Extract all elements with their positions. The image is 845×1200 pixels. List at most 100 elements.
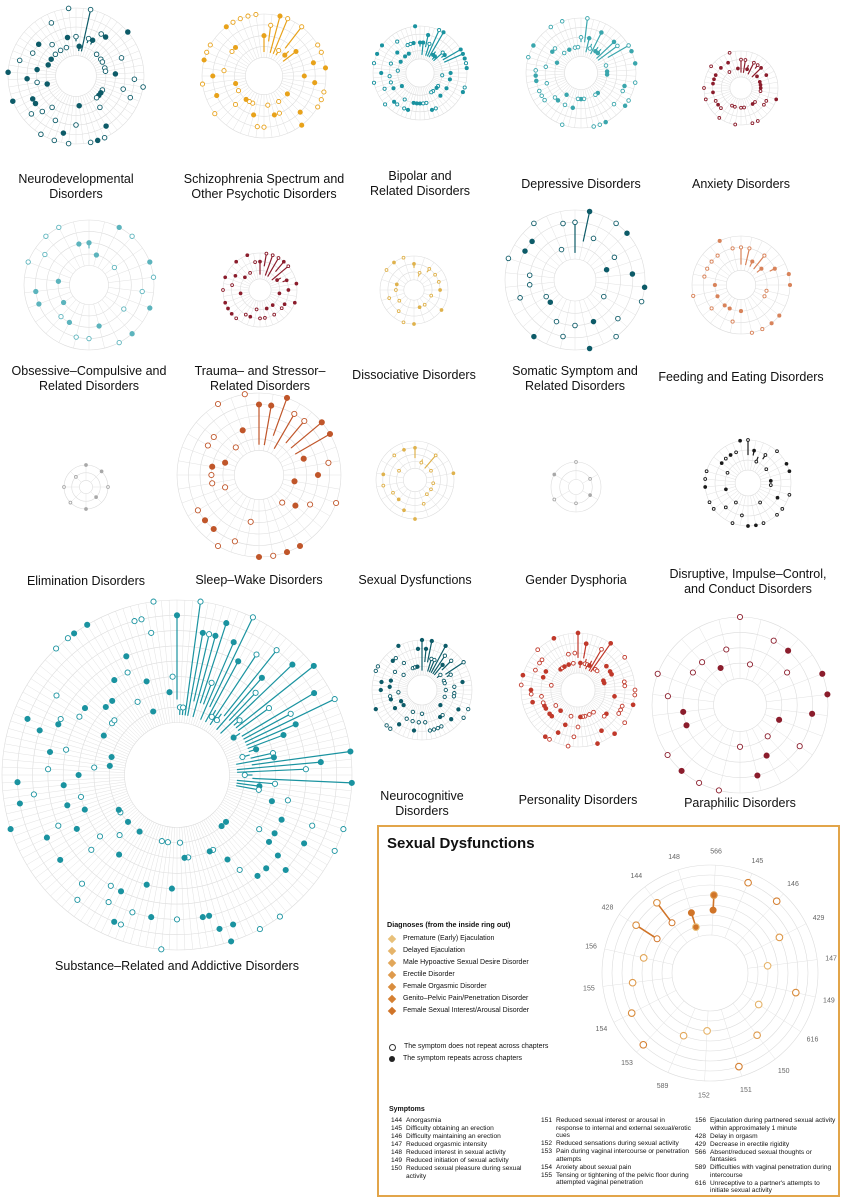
- symptom-point: [612, 731, 617, 737]
- detail-symptom-stem: [656, 902, 673, 924]
- symptom-point: [65, 5, 72, 12]
- symptom-point: [282, 302, 287, 307]
- symptom-text: Reduced sexual interest or arousal in re…: [556, 1117, 691, 1140]
- grid-spoke: [178, 479, 235, 490]
- grid-spoke: [225, 277, 250, 287]
- symptom-point: [375, 664, 381, 669]
- symptom-stem: [236, 756, 275, 765]
- symptom-id: 428: [695, 1132, 707, 1140]
- grid-spoke: [432, 78, 464, 93]
- symptom-point: [746, 524, 750, 528]
- grid-spoke: [35, 805, 135, 879]
- symptom-point: [704, 469, 709, 474]
- detail-symptom-point: [709, 906, 717, 914]
- grid-spoke: [50, 811, 140, 897]
- symptom-point: [63, 44, 70, 51]
- grid-spoke: [30, 678, 134, 747]
- symptom-point: [719, 106, 723, 110]
- symptom-point: [564, 92, 569, 98]
- symptom-point: [399, 84, 404, 89]
- symptom-point: [43, 834, 50, 841]
- grid-spoke: [596, 79, 632, 96]
- symptom-text: Reduced orgasmic intensity: [406, 1140, 487, 1148]
- grid-spoke: [696, 263, 728, 279]
- grid-spoke: [729, 237, 738, 271]
- symptom-point: [620, 88, 625, 94]
- grid-spoke: [591, 85, 617, 116]
- grid-spoke: [91, 31, 128, 63]
- symptom-point: [520, 672, 526, 678]
- symptom-point: [599, 728, 604, 734]
- symptom-point: [210, 433, 217, 441]
- grid-spoke: [232, 91, 255, 130]
- symptom-point: [282, 52, 288, 58]
- chart-title: Trauma– and Stressor– Related Disorders: [195, 364, 326, 393]
- symptom-stem: [228, 692, 257, 721]
- grid-spoke: [430, 82, 456, 105]
- symptom-point: [388, 678, 394, 683]
- symptom-point: [429, 293, 434, 298]
- symptom-point: [234, 316, 239, 321]
- symptom-point: [168, 885, 175, 892]
- symptom-point: [99, 469, 104, 474]
- symptom-point: [746, 661, 754, 668]
- symptom-point: [711, 81, 715, 86]
- grid-spoke: [388, 37, 411, 63]
- chart-title: Schizophrenia Spectrum and Other Psychoti…: [184, 172, 345, 201]
- symptom-point: [289, 661, 296, 668]
- symptom-point: [755, 74, 759, 79]
- symptom-point: [533, 73, 538, 78]
- symptom-point: [86, 335, 92, 342]
- grid-spoke: [58, 227, 81, 268]
- grid-spoke: [433, 77, 465, 88]
- grid-spoke: [713, 456, 738, 476]
- symptom-point: [460, 90, 465, 95]
- symptom-point: [442, 680, 447, 686]
- symptom-point: [232, 44, 239, 51]
- symptom-point: [106, 762, 113, 769]
- grid-spoke: [574, 89, 580, 128]
- symptom-point: [143, 881, 150, 888]
- symptom-point: [754, 772, 761, 779]
- symptom-point: [562, 102, 568, 108]
- grid-spoke: [206, 52, 247, 70]
- grid-spoke: [514, 290, 557, 316]
- symptom-point: [734, 450, 738, 455]
- symptom-point: [518, 682, 524, 688]
- symptom-point: [758, 500, 762, 505]
- grid-ring: [79, 480, 93, 494]
- symptom-point: [117, 921, 124, 928]
- grid-spoke: [183, 826, 201, 949]
- grid-spoke: [533, 223, 563, 264]
- symptom-point: [505, 255, 512, 262]
- grid-spoke: [587, 703, 611, 737]
- grid-spoke: [414, 26, 419, 60]
- symptom-point: [116, 851, 123, 858]
- symptom-point: [299, 122, 305, 128]
- symptom-stem: [199, 622, 227, 704]
- grid-spoke: [373, 75, 407, 84]
- symptom-point: [591, 124, 596, 129]
- symptom-point: [158, 838, 165, 845]
- symptom-point: [66, 319, 73, 326]
- symptom-point: [786, 272, 791, 277]
- grid-spoke: [88, 21, 118, 60]
- symptom-point: [148, 914, 155, 921]
- symptom-id-label: 152: [698, 1092, 710, 1099]
- grid-spoke: [231, 266, 252, 284]
- symptom-row: 589 Difficulties with vaginal penetration…: [695, 1164, 838, 1179]
- symptom-point: [49, 41, 55, 48]
- symptom-point: [301, 417, 308, 425]
- radial-chart: Gender Dysphoria: [525, 460, 627, 587]
- grid-spoke: [277, 89, 308, 120]
- grid-spoke: [758, 490, 783, 510]
- symptom-point: [567, 47, 572, 52]
- grid-spoke: [377, 666, 409, 684]
- grid-spoke: [426, 85, 444, 114]
- symptom-point: [416, 720, 421, 725]
- symptom-point: [758, 89, 763, 93]
- symptom-point: [664, 693, 671, 700]
- symptom-id: 150: [391, 1164, 403, 1172]
- symptom-point: [48, 56, 54, 62]
